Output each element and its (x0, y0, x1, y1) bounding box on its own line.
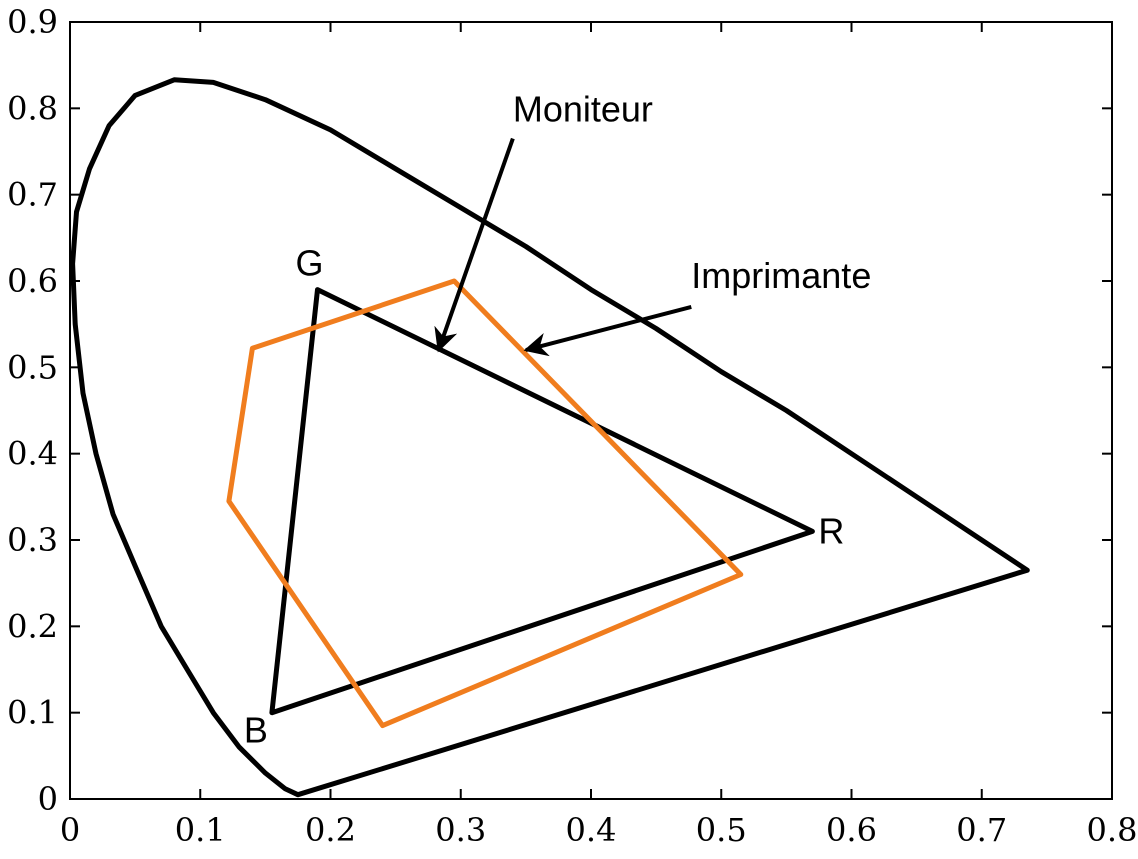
y-tick-label: 0.7 (7, 176, 58, 214)
annotation-imprimante: Imprimante (691, 255, 871, 296)
y-tick-label: 0.4 (7, 435, 58, 473)
y-tick-label: 0.5 (7, 348, 58, 386)
x-tick-label: 0.3 (435, 811, 486, 849)
x-tick-label: 0.1 (175, 811, 226, 849)
arrow-imprimante (523, 304, 692, 357)
y-tick-label: 0.8 (7, 89, 58, 127)
x-tick-label: 0.5 (696, 811, 747, 849)
plot-frame (69, 21, 1113, 800)
annotation-layer: Moniteur Imprimante G R B (244, 88, 871, 750)
series-layer (70, 77, 1030, 798)
monitor-gamut-line (269, 287, 815, 716)
plot-border (69, 21, 1113, 800)
y-tick-label: 0.9 (7, 3, 58, 41)
vertex-label-r: R (818, 510, 844, 551)
y-tick-label: 0.6 (7, 262, 58, 300)
vertex-label-b: B (244, 710, 268, 751)
x-tick-label: 0 (60, 811, 80, 849)
y-tick-label: 0 (38, 780, 58, 818)
y-tick-label: 0.2 (7, 607, 58, 645)
arrow-moniteur (434, 137, 515, 353)
x-tick-label: 0.7 (956, 811, 1007, 849)
x-tick-label: 0.4 (566, 811, 617, 849)
spectral-locus-line (70, 77, 1030, 798)
printer-gamut-line (226, 278, 744, 729)
vertex-label-g: G (295, 243, 323, 284)
x-tick-label: 0.8 (1087, 811, 1138, 849)
y-tick-label: 0.3 (7, 521, 58, 559)
y-axis: 0 0.1 0.2 0.3 0.4 0.5 0.6 0.7 0.8 0.9 (7, 3, 1112, 818)
annotation-moniteur: Moniteur (513, 88, 653, 129)
x-tick-label: 0.2 (305, 811, 356, 849)
y-tick-label: 0.1 (7, 694, 58, 732)
x-tick-label: 0.6 (826, 811, 877, 849)
x-axis: 0 0.1 0.2 0.3 0.4 0.5 0.6 0.7 0.8 (60, 22, 1138, 849)
